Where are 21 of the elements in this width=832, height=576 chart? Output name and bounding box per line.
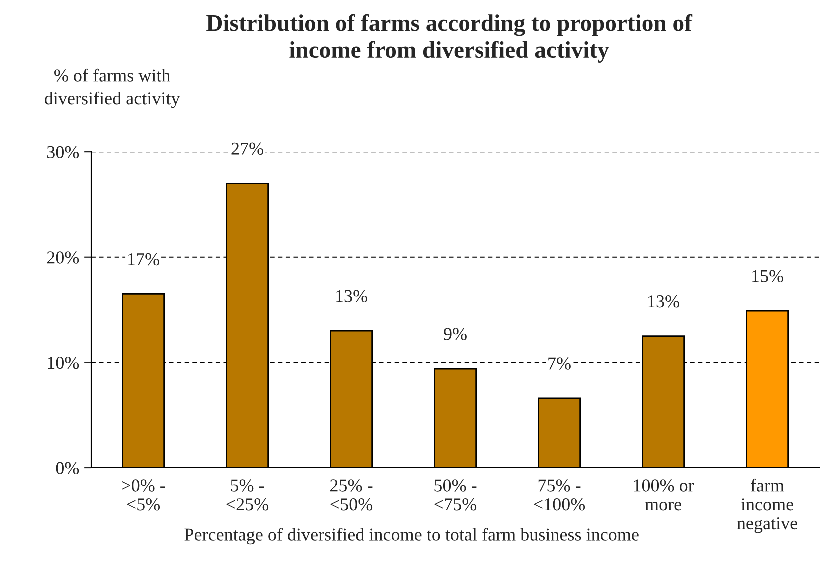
x-tick-label: 75% - <100% — [534, 480, 586, 511]
y-tick-label: 0% — [56, 462, 80, 474]
x-tick-label: 50% - <75% — [434, 480, 477, 511]
x-tick-label: 5% - <25% — [226, 480, 269, 511]
chart-title: Distribution of farms according to proportion of income from diversified activity — [206, 14, 693, 63]
x-tick-label: 25% - <50% — [330, 480, 373, 511]
x-axis-title: Percentage of diversified income to total farm business income — [184, 528, 639, 545]
y-tick-label: 30% — [47, 146, 80, 159]
y-axis-title: % of farms with diversified activity — [45, 68, 180, 108]
data-label: 13% — [336, 290, 368, 302]
x-tick-label: farm income negative — [737, 478, 798, 534]
data-label: 15% — [752, 270, 784, 282]
data-label: 17% — [128, 253, 160, 266]
y-tick-label: 20% — [47, 252, 80, 264]
data-label: 27% — [232, 142, 264, 156]
y-tick-label: 10% — [48, 356, 80, 370]
data-label: 13% — [648, 296, 680, 308]
x-tick-label: >0% - <5% — [122, 480, 166, 511]
x-tick-label: 100% or more — [634, 480, 694, 511]
data-label: 7% — [548, 358, 571, 370]
data-label: 9% — [444, 328, 467, 340]
